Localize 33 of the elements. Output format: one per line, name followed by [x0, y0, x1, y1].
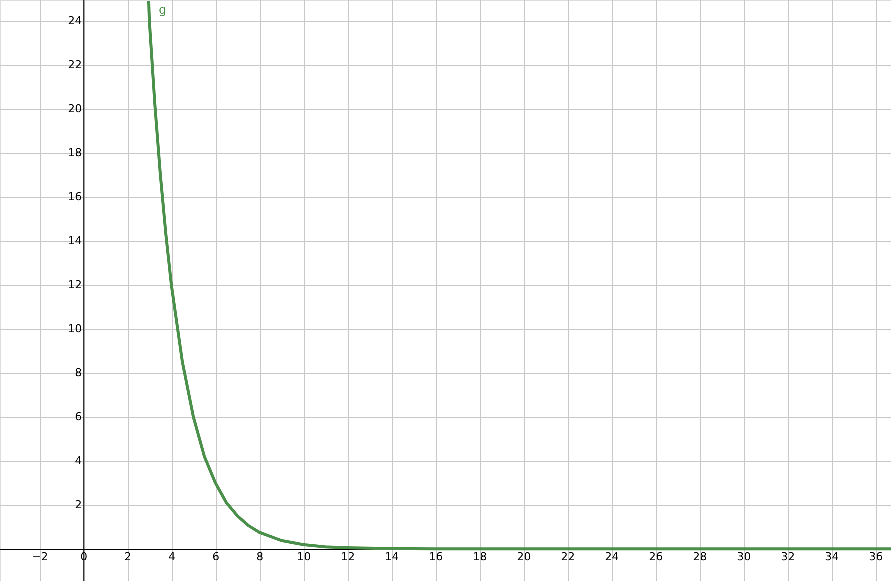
y-tick-label: 24	[68, 14, 82, 28]
y-tick-label: 10	[68, 322, 82, 336]
x-tick-label: 24	[605, 550, 620, 564]
x-tick-label: 18	[473, 550, 488, 564]
x-tick-label: 26	[649, 550, 664, 564]
x-tick-label: 34	[825, 550, 840, 564]
x-tick-label: 8	[256, 550, 264, 564]
x-tick-label: 4	[168, 550, 176, 564]
y-tick-label: 14	[68, 234, 82, 248]
y-tick-label: 18	[68, 146, 82, 160]
x-tick-label: 32	[781, 550, 796, 564]
y-tick-label: 12	[68, 278, 82, 292]
x-tick-label: 14	[385, 550, 400, 564]
x-tick-label: 36	[869, 550, 884, 564]
x-tick-label: −2	[32, 550, 48, 564]
x-tick-label: 20	[517, 550, 532, 564]
x-tick-label: 16	[429, 550, 444, 564]
x-tick-label: 22	[561, 550, 576, 564]
y-tick-label: 6	[75, 410, 82, 424]
x-tick-label: 12	[341, 550, 356, 564]
x-tick-label: 28	[693, 550, 708, 564]
line-series	[147, 0, 891, 551]
annotation: g	[158, 3, 167, 18]
y-tick-label: 16	[68, 190, 82, 204]
x-tick-label: 6	[212, 550, 220, 564]
y-tick-label: 22	[68, 58, 82, 72]
y-tick-label: 20	[68, 102, 82, 116]
x-tick-label: 2	[124, 550, 132, 564]
y-tick-label: 8	[75, 366, 82, 380]
x-tick-label: 30	[737, 550, 752, 564]
x-tick-label: 10	[297, 550, 312, 564]
y-tick-label: 4	[75, 454, 82, 468]
y-tick-label: 2	[75, 498, 82, 512]
